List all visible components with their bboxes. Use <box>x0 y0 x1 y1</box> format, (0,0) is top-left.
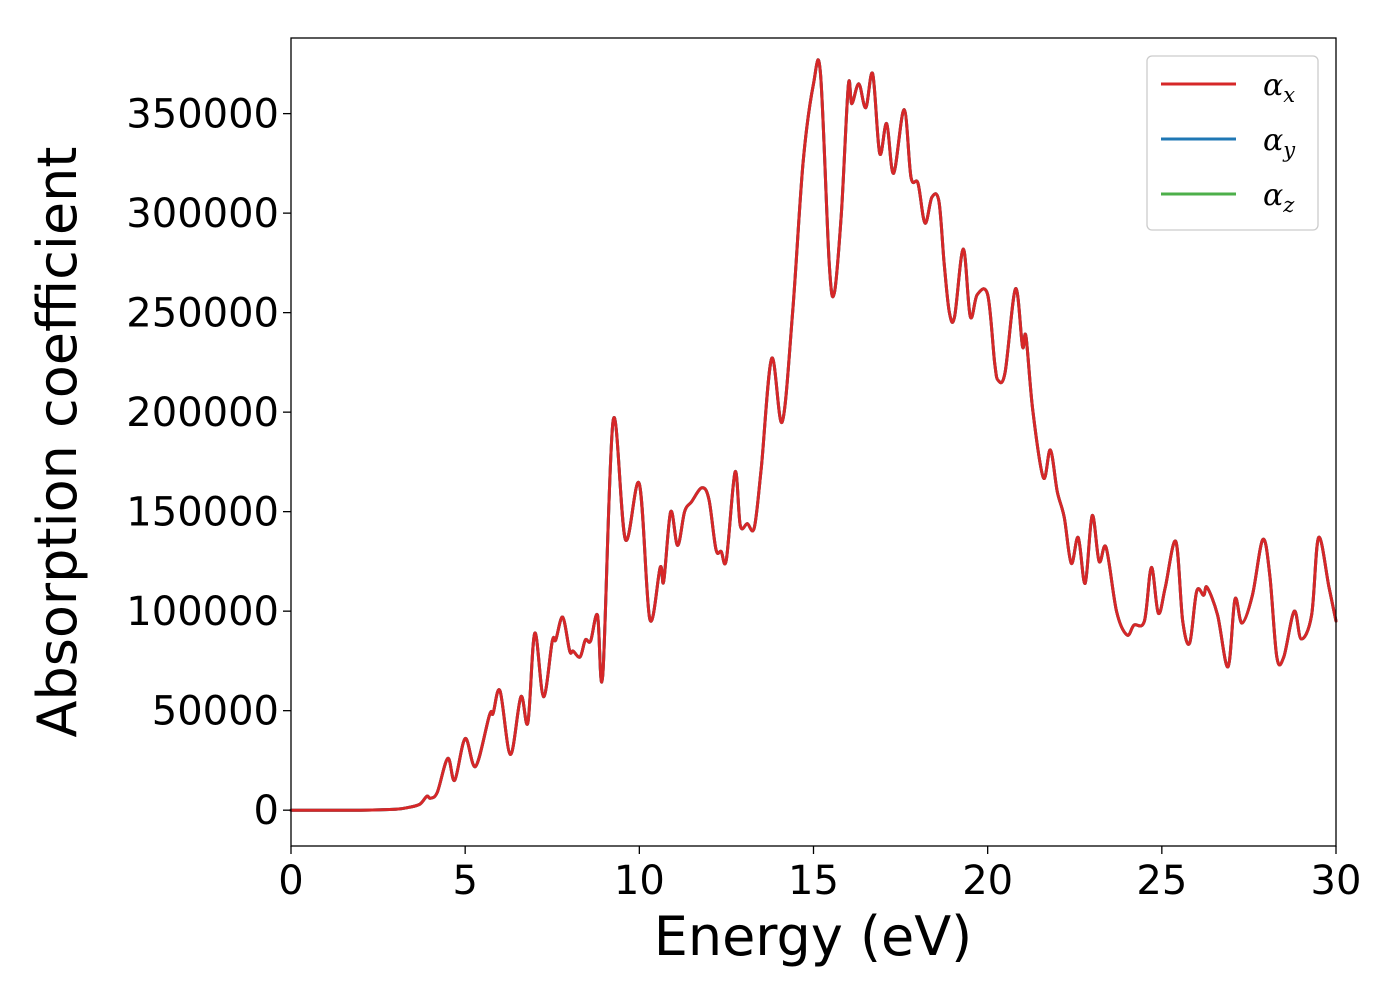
y-tick-label: 350000 <box>126 92 279 138</box>
legend-box <box>1146 55 1319 231</box>
legend-label-x: αx <box>1263 68 1295 107</box>
legend-label-z: αz <box>1263 178 1295 217</box>
y-tick-label: 0 <box>254 788 279 834</box>
y-tick-label: 200000 <box>126 390 279 436</box>
y-tick-label: 300000 <box>126 191 279 237</box>
y-axis-ticks: 0 50000 100000 150000 200000 250000 300000 3500… <box>126 92 291 834</box>
series-layer <box>289 58 1338 812</box>
series-line-3 <box>289 58 1338 812</box>
y-axis-title: Absorption coefficient <box>26 147 89 738</box>
y-tick-label: 150000 <box>126 490 279 536</box>
y-tick-label: 50000 <box>152 689 279 735</box>
x-tick-label: 20 <box>962 858 1013 904</box>
x-axis-title: Energy (eV) <box>654 905 973 968</box>
x-tick-label: 25 <box>1136 858 1187 904</box>
y-tick-label: 100000 <box>126 589 279 635</box>
x-tick-label: 10 <box>614 858 665 904</box>
y-tick-label: 250000 <box>126 291 279 337</box>
x-tick-label: 30 <box>1311 858 1362 904</box>
legend-label-y: αy <box>1263 123 1296 162</box>
x-tick-label: 15 <box>788 858 839 904</box>
legend: αx αy αz <box>1146 55 1319 231</box>
x-axis-ticks: 0 5 10 15 20 25 30 <box>278 846 1361 904</box>
x-tick-label: 5 <box>452 858 477 904</box>
x-tick-label: 0 <box>278 858 303 904</box>
